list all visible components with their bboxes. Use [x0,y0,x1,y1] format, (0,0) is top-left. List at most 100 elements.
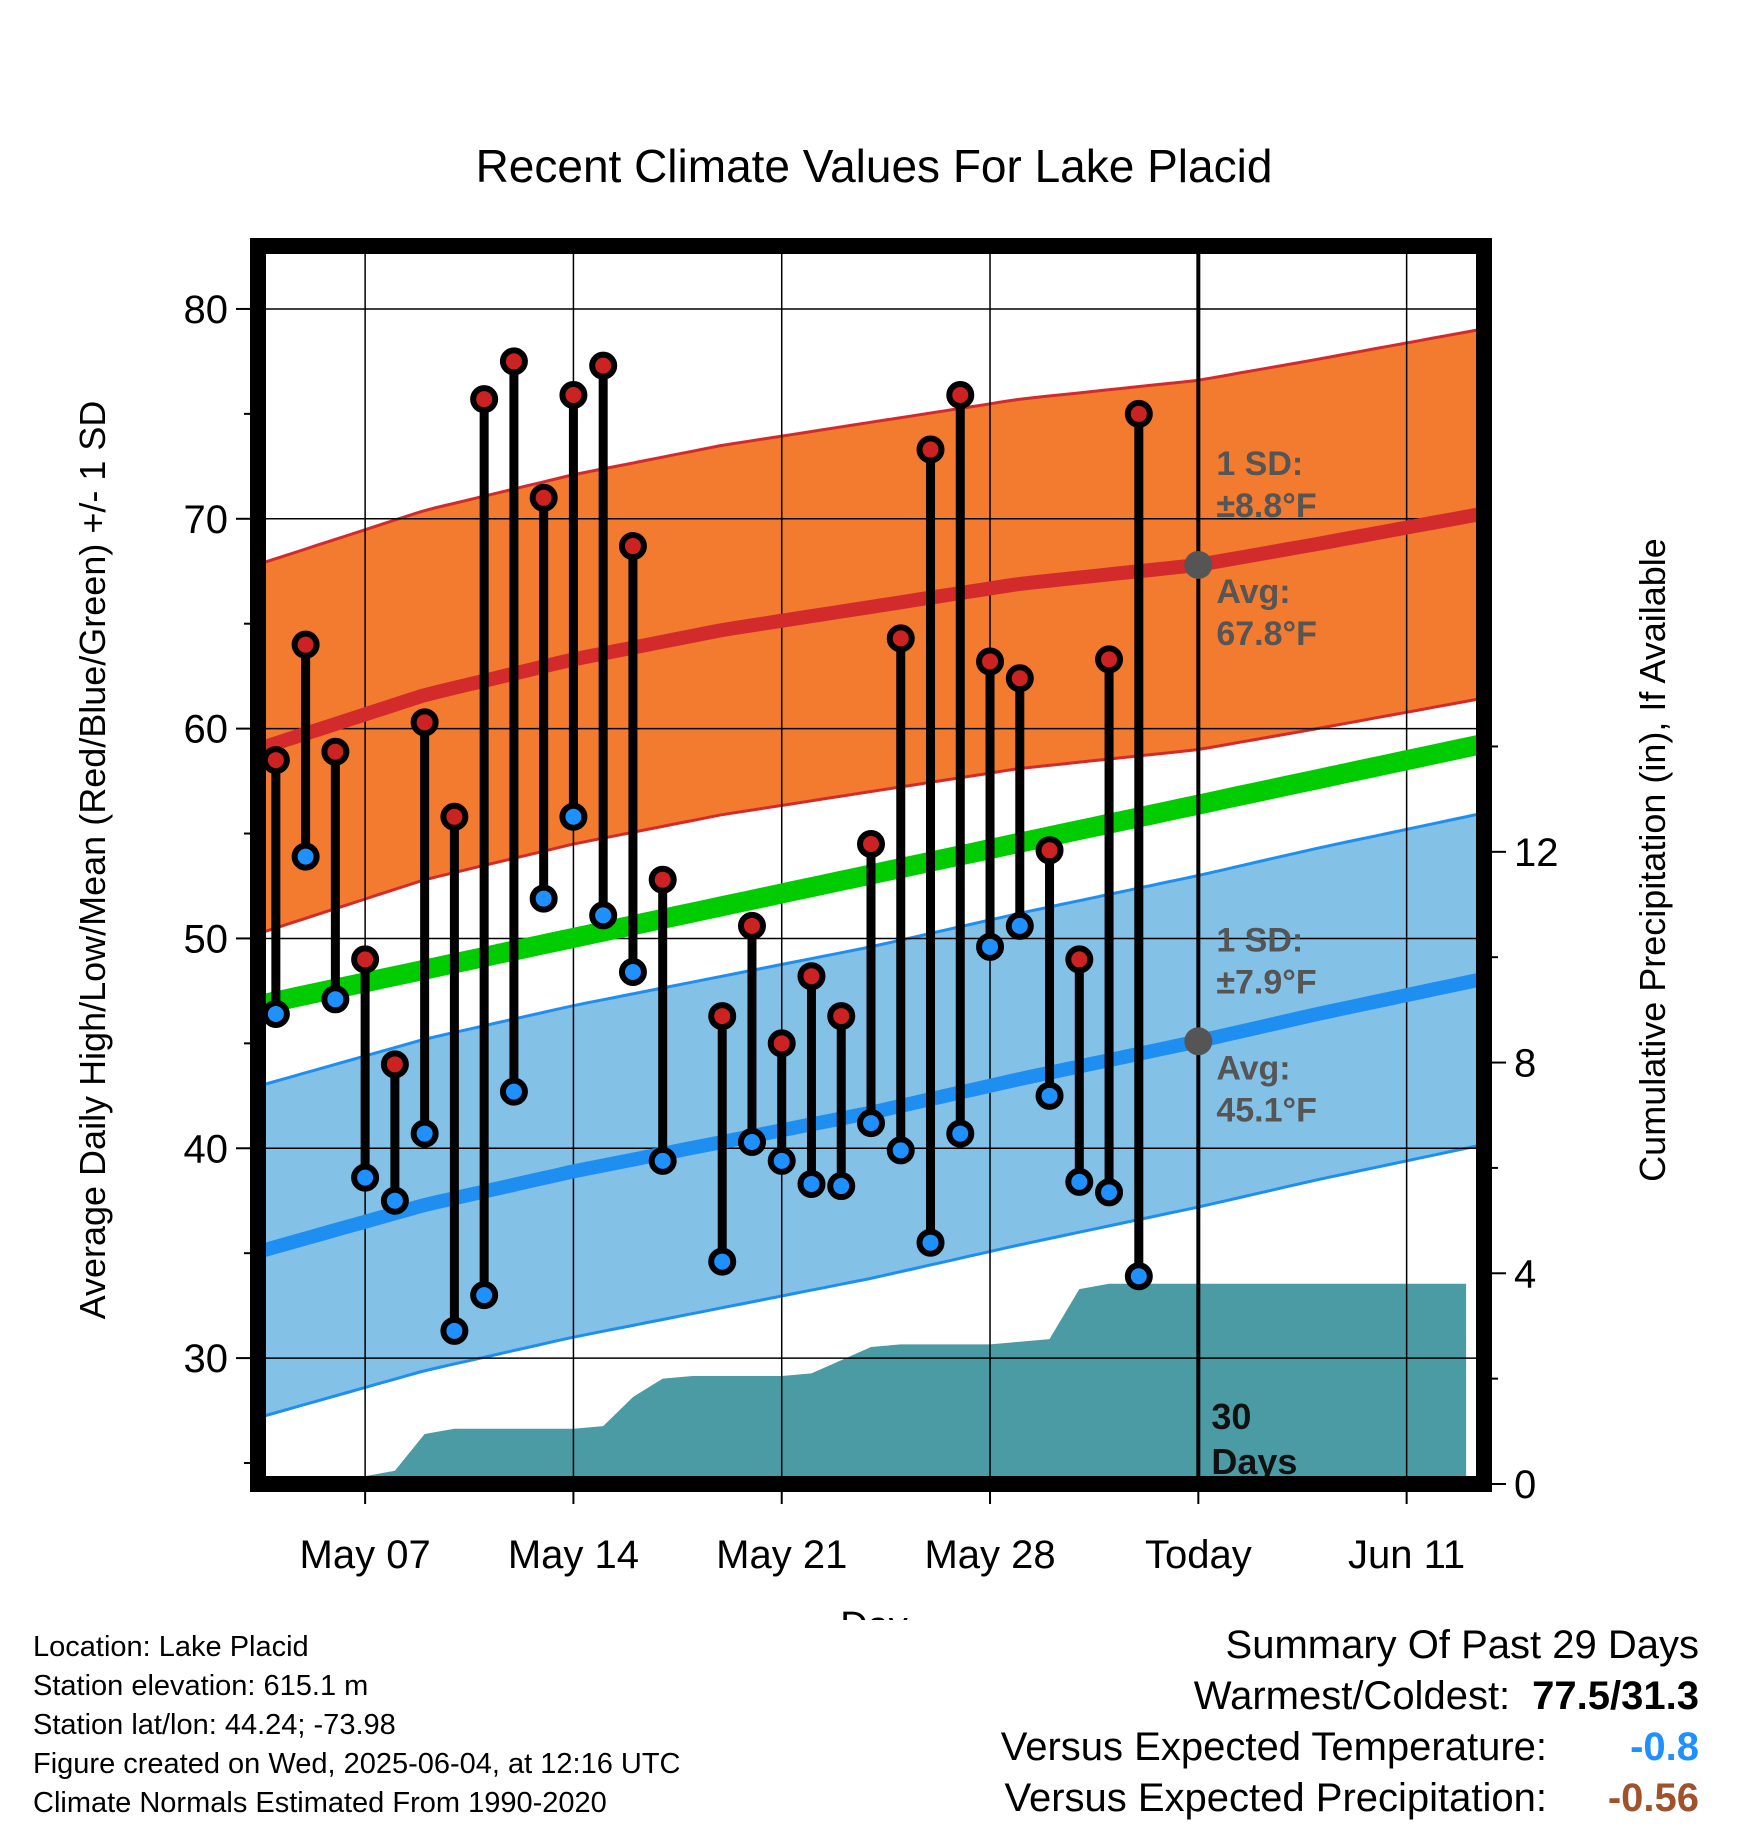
station-info: Location: Lake Placid Station elevation:… [33,1628,681,1823]
summary-temp: Versus Expected Temperature: -0.8 [1001,1722,1699,1773]
daily-high-marker [1065,945,1094,974]
daily-high-marker [976,647,1005,676]
x-tick-label: Today [1145,1533,1252,1577]
y-tick-label: 70 [184,498,229,542]
y2-axis-label: Cumulative Precipitation (in), If Availa… [1632,538,1673,1182]
daily-low-marker [261,999,290,1028]
daily-low-marker [886,1136,915,1165]
daily-low-marker [321,985,350,1014]
daily-high-marker [559,380,588,409]
x-tick-label: Jun 11 [1348,1533,1465,1577]
warm-cold-label: Warmest/Coldest: [1193,1674,1511,1718]
daily-high-marker [737,911,766,940]
temp-anomaly-label: Versus Expected Temperature: [1000,1725,1547,1769]
daily-high-marker [827,1002,856,1031]
daily-high-marker [886,624,915,653]
daily-low-marker [1035,1081,1064,1110]
daily-low-marker [857,1109,885,1138]
latlon-text: Station lat/lon: 44.24; -73.98 [33,1709,396,1741]
daily-high-marker [291,630,320,659]
daily-high-marker [1035,836,1064,865]
daily-low-marker [648,1146,677,1175]
daily-high-marker [529,483,558,512]
window-days-number: 30 [1211,1396,1251,1437]
daily-high-marker [410,708,439,737]
daily-high-marker [767,1029,796,1058]
x-tick-label: May 21 [716,1533,847,1577]
daily-high-marker [499,347,528,376]
today-normal-low-marker [1184,1027,1213,1056]
x-axis-label: Day [840,1605,908,1620]
daily-low-marker [1124,1262,1153,1291]
low-band-lower-edge [258,1144,1479,1420]
summary-precip: Versus Expected Precipitation: -0.56 [1001,1773,1699,1824]
today-normal-high-marker [1184,550,1213,579]
daily-high-marker [470,385,499,414]
daily-low-marker [1005,911,1034,940]
y2-tick-label: 8 [1514,1042,1536,1086]
y-tick-label: 40 [184,1127,229,1171]
created-text: Figure created on Wed, 2025-06-04, at 12… [33,1748,681,1780]
high-avg-label: Avg: [1216,573,1290,611]
location-text: Location: Lake Placid [33,1631,309,1663]
normal-high-line [258,507,1480,756]
daily-high-marker [708,1002,737,1031]
daily-high-marker [351,945,380,974]
y-tick-label: 30 [184,1337,229,1381]
daily-high-marker [797,962,826,991]
daily-low-marker [589,901,618,930]
daily-high-marker [648,865,677,894]
x-tick-label: May 28 [924,1533,1055,1577]
daily-low-marker [291,842,320,871]
warm-cold-value: 77.5/31.3 [1532,1674,1699,1718]
low-sd-value: ±7.9°F [1216,963,1316,1001]
y-tick-label: 50 [184,917,229,961]
daily-low-marker [737,1127,766,1156]
high-sd-band [258,329,1478,934]
high-avg-value: 67.8°F [1216,615,1317,653]
daily-low-marker [946,1119,975,1148]
daily-low-marker [380,1186,409,1215]
chart-title: Recent Climate Values For Lake Placid [476,140,1273,192]
y2-tick-label: 12 [1514,831,1559,875]
climate-chart: Recent Climate Values For Lake Placid Av… [72,140,1673,1620]
daily-low-marker [1065,1167,1094,1196]
daily-high-marker [261,746,290,775]
low-avg-value: 45.1°F [1216,1091,1317,1129]
window-days-label: Days [1211,1441,1297,1482]
daily-high-marker [1095,645,1124,674]
daily-low-marker [529,884,558,913]
x-tick-label: May 14 [508,1533,639,1577]
normals-text: Climate Normals Estimated From 1990-2020 [33,1787,607,1819]
daily-high-marker [440,802,469,831]
daily-low-marker [618,958,647,987]
daily-low-marker [499,1077,528,1106]
daily-high-marker [857,830,885,859]
daily-high-marker [589,351,618,380]
daily-high-marker [1124,399,1153,428]
summary-panel: Summary Of Past 29 Days Warmest/Coldest:… [1001,1620,1699,1824]
daily-low-marker [470,1281,499,1310]
daily-high-marker [916,435,945,464]
y2-tick-label: 4 [1514,1252,1536,1296]
daily-high-marker [1005,664,1034,693]
high-band-lower-edge [258,697,1479,936]
summary-warm-cold: Warmest/Coldest: 77.5/31.3 [1001,1671,1699,1722]
high-sd-value: ±8.8°F [1216,487,1316,525]
y-tick-label: 80 [184,288,229,332]
elevation-text: Station elevation: 615.1 m [33,1670,369,1702]
y-tick-label: 60 [184,708,229,752]
low-sd-label: 1 SD: [1216,921,1303,959]
plot-area: 1 SD: ±8.8°F Avg: 67.8°F 1 SD: ±7.9°F Avg: 45.1… [184,238,1559,1577]
high-sd-label: 1 SD: [1216,445,1303,483]
high-band-upper-edge [258,328,1479,566]
temp-anomaly-value: -0.8 [1630,1725,1699,1769]
daily-low-marker [559,802,588,831]
daily-low-marker [827,1172,856,1201]
x-tick-label: May 07 [300,1533,431,1577]
daily-high-marker [618,532,647,561]
daily-low-marker [708,1247,737,1276]
daily-low-marker [916,1228,945,1257]
daily-low-marker [440,1316,469,1345]
daily-low-marker [767,1146,796,1175]
